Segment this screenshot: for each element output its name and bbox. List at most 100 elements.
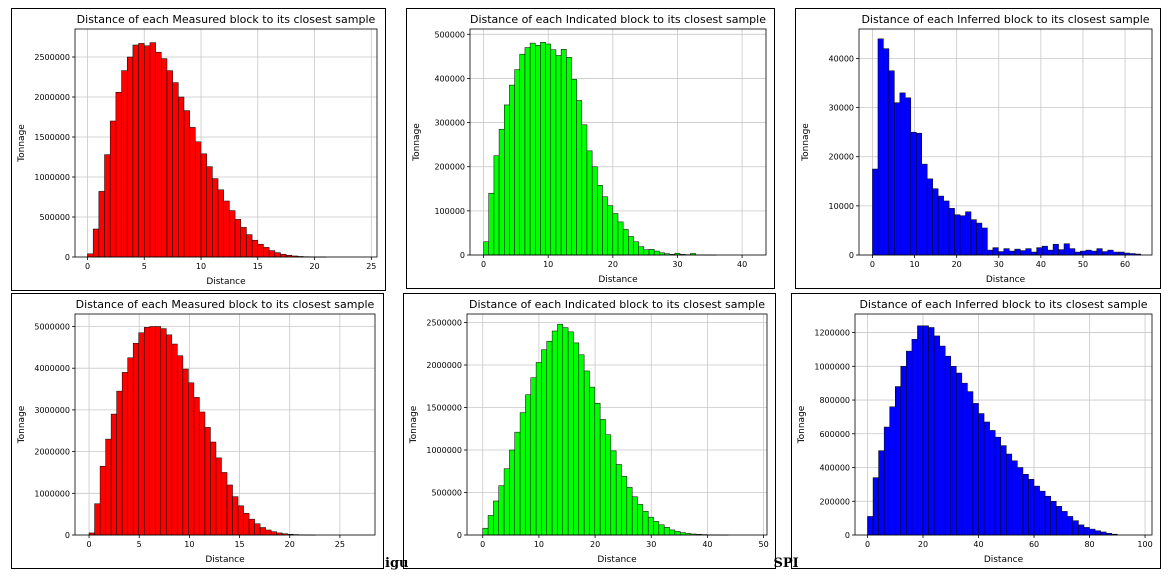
chart-1-bar-31 <box>643 249 650 256</box>
chart-4-bar-17 <box>573 342 580 536</box>
chart-4-bar-31 <box>647 516 654 536</box>
chart-5-xtick-label-1: 20 <box>918 540 928 549</box>
chart-0-bar-31 <box>263 247 270 258</box>
chart-4-bar-22 <box>599 419 606 536</box>
chart-5-bar-36 <box>1067 516 1074 536</box>
chart-0-xlabel: Distance <box>206 277 246 287</box>
chart-2-bar-39 <box>1085 249 1092 256</box>
chart-1-xtick-label-1: 10 <box>543 260 553 269</box>
chart-5-bar-24 <box>1000 445 1007 536</box>
chart-5-bar-28 <box>1022 474 1029 536</box>
chart-1-bar-33 <box>653 250 660 256</box>
chart-4-bar-6 <box>514 431 521 536</box>
chart-0-bar-23 <box>217 189 224 258</box>
chart-0-xtick-label-5: 25 <box>366 262 376 271</box>
caption-right-text: SPI <box>773 556 799 571</box>
chart-5-bar-3 <box>883 426 890 536</box>
chart-5-bar-8 <box>911 339 918 536</box>
chart-2-bar-22 <box>992 247 999 256</box>
chart-2-ytick-label-2: 20000 <box>829 153 854 162</box>
chart-5-bar-5 <box>894 386 902 536</box>
chart-0-ytick-label-2: 1000000 <box>34 173 70 182</box>
chart-2-bar-43 <box>1107 249 1114 256</box>
chart-2-bar-27 <box>1019 250 1026 256</box>
chart-2-bar-41 <box>1096 248 1103 256</box>
chart-3-bar-18 <box>188 382 195 536</box>
chart-3-bar-27 <box>237 505 244 536</box>
chart-3-axes-frame <box>74 313 376 536</box>
chart-0-bar-28 <box>246 234 253 258</box>
chart-5-bar-4 <box>889 406 896 536</box>
chart-2-bar-25 <box>1009 250 1016 256</box>
chart-0-ytick-label-4: 2000000 <box>34 93 70 102</box>
chart-5-bar-17 <box>961 382 968 536</box>
chart-1-bar-6 <box>514 69 521 256</box>
chart-1-bar-28 <box>628 236 634 256</box>
chart-5-bar-25 <box>1006 453 1013 536</box>
chart-5-xtick-label-4: 80 <box>1084 540 1094 549</box>
chart-5-axes-frame <box>854 313 1153 536</box>
chart-1-bar-11 <box>540 41 546 256</box>
chart-3-bar-26 <box>232 496 239 536</box>
chart-3-ytick-label-3: 3000000 <box>34 406 70 415</box>
chart-svg: Distance of each Indicated block to its … <box>412 13 767 285</box>
chart-4-bar-14 <box>557 323 564 536</box>
chart-5-ytick-label-0: 0 <box>845 531 850 540</box>
chart-5-ytick-label-1: 200000 <box>819 497 850 506</box>
chart-0-bar-8 <box>132 44 139 258</box>
chart-4-bar-9 <box>530 377 537 536</box>
chart-2-bar-1 <box>877 38 884 256</box>
chart-5-bar-10 <box>922 325 929 536</box>
chart-3-xlabel: Distance <box>205 555 245 565</box>
chart-4-bar-25 <box>615 464 622 536</box>
chart-5-bar-21 <box>983 421 990 536</box>
chart-0-bar-7 <box>126 56 134 258</box>
chart-4-xtick-label-3: 30 <box>646 540 656 549</box>
chart-0-ytick-label-3: 1500000 <box>34 133 70 142</box>
chart-4-bar-1 <box>487 515 494 536</box>
chart-5-xtick-label-2: 40 <box>973 540 983 549</box>
chart-0-title: Distance of each Measured block to its c… <box>77 13 376 26</box>
chart-5-bar-7 <box>906 350 913 536</box>
chart-5-xtick-label-5: 100 <box>1137 540 1152 549</box>
chart-2-bar-0 <box>872 168 879 256</box>
chart-2-xtick-label-4: 40 <box>1036 260 1046 269</box>
chart-panel-inferred-bottom: Distance of each Inferred block to its c… <box>791 293 1161 569</box>
chart-1-bar-16 <box>566 57 572 256</box>
chart-2-xtick-label-3: 30 <box>994 260 1004 269</box>
chart-2-ytick-label-1: 10000 <box>829 202 854 211</box>
chart-2-bar-36 <box>1069 248 1076 256</box>
chart-1-xtick-label-3: 30 <box>672 260 682 269</box>
chart-panel-indicated-bottom: Distance of each Indicated block to its … <box>403 293 776 569</box>
chart-3-xtick-label-3: 15 <box>234 540 244 549</box>
chart-1-bar-25 <box>612 213 619 256</box>
chart-0-ylabel: Tonnage <box>17 124 27 163</box>
chart-0-bar-16 <box>178 96 185 258</box>
chart-0-bar-27 <box>240 227 247 258</box>
chart-5-bar-19 <box>972 403 979 536</box>
chart-2-xtick-label-6: 60 <box>1120 260 1130 269</box>
chart-0-bar-3 <box>104 154 111 258</box>
chart-4-bar-35 <box>669 529 676 536</box>
chart-2-bar-23 <box>998 251 1005 256</box>
chart-3-xtick-label-0: 0 <box>86 540 91 549</box>
chart-0-ytick-label-5: 2500000 <box>34 53 70 62</box>
chart-0-bar-4 <box>109 120 117 258</box>
chart-svg: Distance of each Indicated block to its … <box>409 298 769 565</box>
chart-0-bar-15 <box>172 82 179 258</box>
chart-1-ytick-label-4: 400000 <box>434 74 465 83</box>
chart-0-bar-1 <box>92 228 100 258</box>
chart-5-bar-1 <box>872 477 879 536</box>
chart-2-bar-28 <box>1025 248 1032 256</box>
chart-1-bar-32 <box>648 249 655 256</box>
chart-5-ytick-label-3: 600000 <box>819 430 850 439</box>
chart-5-bar-38 <box>1078 524 1085 536</box>
chart-1-bar-20 <box>586 150 593 256</box>
chart-5-bar-12 <box>933 335 940 536</box>
chart-2-bar-45 <box>1118 251 1125 256</box>
chart-5-bar-16 <box>956 372 963 536</box>
chart-2-bar-42 <box>1102 251 1109 256</box>
chart-3-title: Distance of each Measured block to its c… <box>76 298 375 311</box>
chart-1-bar-15 <box>560 49 567 256</box>
chart-2-bar-10 <box>926 178 933 256</box>
